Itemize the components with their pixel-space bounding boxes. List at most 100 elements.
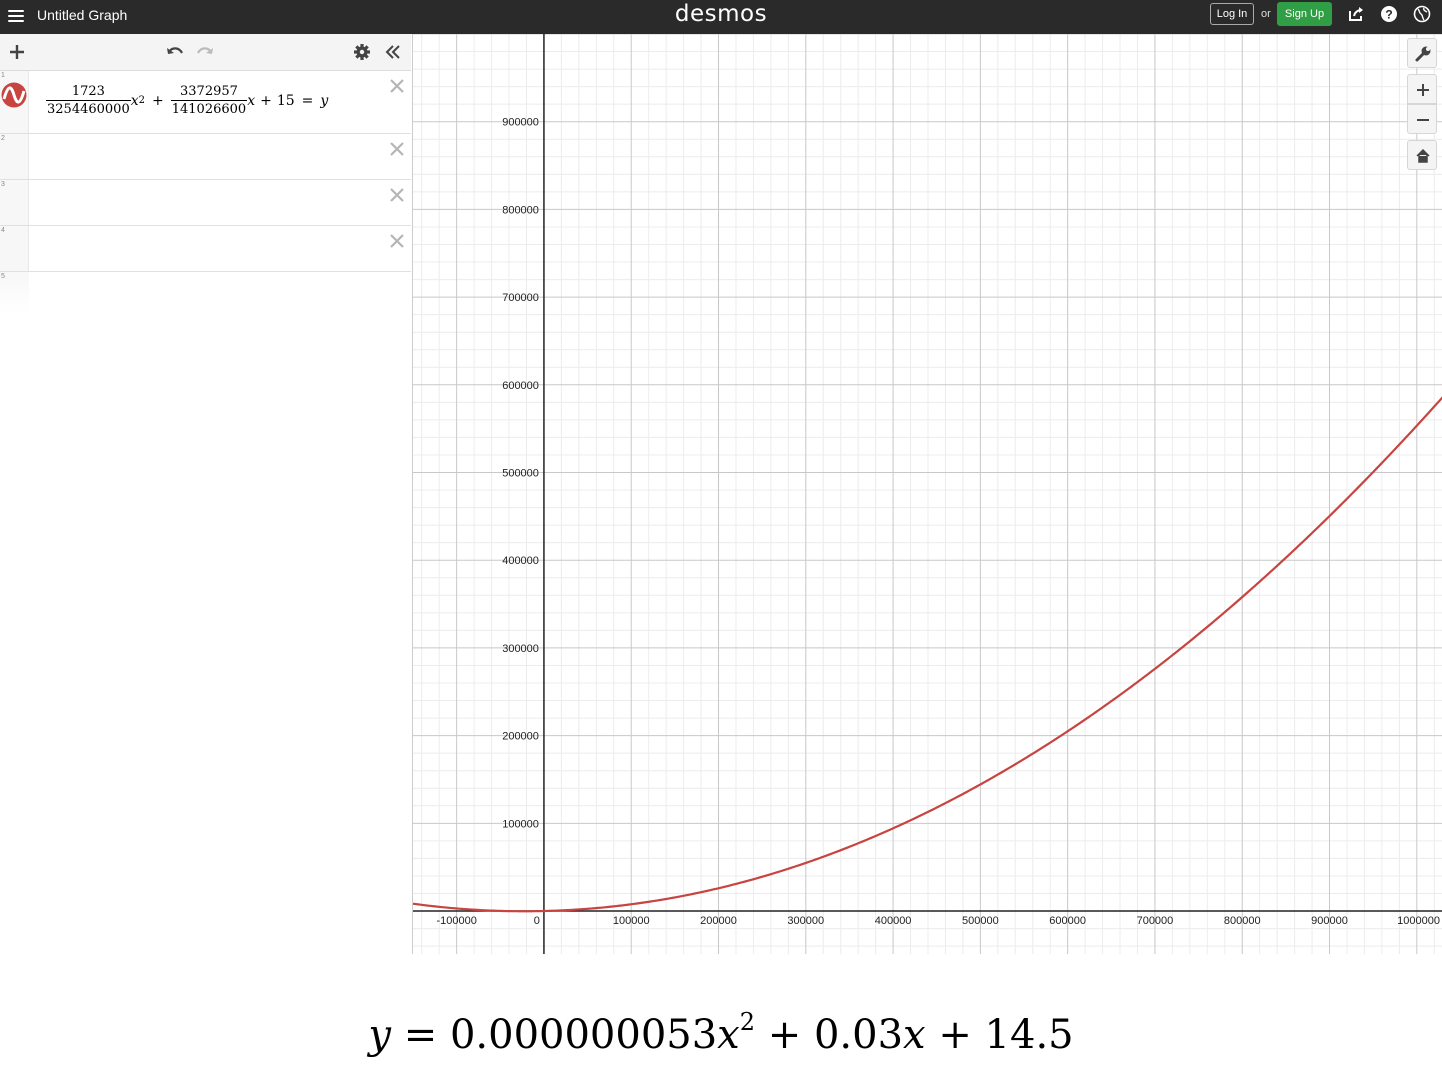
x-tick-label: 300000 [787, 915, 824, 927]
expression-toolbar [0, 34, 411, 71]
home-icon [1416, 148, 1430, 163]
variable-x: x [247, 92, 256, 109]
delete-expression-icon[interactable] [388, 77, 406, 95]
caption-plus: + [767, 1012, 802, 1058]
x-tick-label: 500000 [962, 915, 999, 927]
caption-x: x [903, 1012, 926, 1058]
wrench-icon [1415, 46, 1431, 62]
caption-coef-a: 0.000000053 [449, 1012, 718, 1058]
help-icon[interactable]: ? [1380, 5, 1398, 23]
delete-expression-icon[interactable] [388, 186, 406, 204]
equals-sign: = [301, 92, 314, 109]
y-tick-label: 300000 [502, 643, 539, 655]
y-tick-label: 800000 [502, 204, 539, 216]
exponent: 2 [138, 95, 145, 106]
curves [413, 396, 1442, 913]
expression-math[interactable]: 1723 3254460000 x 2 + 3372957 141026600 … [46, 84, 328, 117]
x-tick-label: 400000 [875, 915, 912, 927]
constant-term: 15 [276, 92, 295, 109]
graph-title[interactable]: Untitled Graph [37, 7, 128, 23]
x-tick-label: 100000 [613, 915, 650, 927]
y-tick-label: 600000 [502, 380, 539, 392]
equation-caption: y = 0.000000053x2 + 0.03x + 14.5 [0, 1008, 1442, 1058]
caption-equals: = [403, 1012, 438, 1058]
expression-list: 1 1723 3254460000 x 2 + 3372957 14102660… [0, 71, 411, 312]
plus-icon [1417, 84, 1429, 96]
fraction-1-denominator: 3254460000 [46, 100, 131, 117]
minor-gridlines [413, 34, 1442, 954]
expression-number: 3 [1, 181, 5, 188]
x-tick-label: 200000 [700, 915, 737, 927]
variable-x: x [130, 92, 139, 109]
login-button[interactable]: Log In [1210, 3, 1254, 25]
zoom-out-button[interactable] [1407, 104, 1437, 134]
tick-labels: -100000 0 100000 200000 300000 400000 500000 60… [436, 117, 1440, 927]
graph-paper[interactable]: -100000 0 100000 200000 300000 400000 500000 60… [412, 34, 1442, 954]
signup-button[interactable]: Sign Up [1277, 2, 1332, 26]
y-tick-label: 200000 [502, 731, 539, 743]
undo-icon[interactable] [165, 42, 185, 62]
graph-color-icon[interactable] [1, 82, 27, 108]
y-tick-label: 900000 [502, 117, 539, 129]
x-tick-label: 0 [534, 915, 540, 927]
x-tick-label: 700000 [1137, 915, 1174, 927]
expression-number: 1 [1, 72, 5, 79]
expression-gutter: 2 [0, 134, 29, 179]
collapse-panel-icon[interactable] [384, 42, 402, 62]
caption-y: y [368, 1012, 391, 1058]
expression-row[interactable]: 4 [0, 226, 411, 272]
caption-coef-b: 0.03 [813, 1012, 904, 1058]
y-tick-label: 700000 [502, 292, 539, 304]
quadratic-curve [413, 396, 1442, 913]
or-label: or [1261, 8, 1271, 20]
expression-row[interactable]: 1 1723 3254460000 x 2 + 3372957 14102660… [0, 71, 411, 134]
variable-y: y [320, 92, 329, 109]
plus-sign: + [152, 92, 164, 109]
expression-gutter: 4 [0, 226, 29, 271]
x-tick-label: 1000000 [1397, 915, 1440, 927]
x-tick-label: -100000 [436, 915, 476, 927]
fraction-2: 3372957 141026600 [170, 84, 248, 117]
default-viewport-button[interactable] [1407, 140, 1437, 170]
graph-canvas[interactable]: -100000 0 100000 200000 300000 400000 500000 60… [413, 34, 1442, 954]
expression-gutter: 3 [0, 180, 29, 225]
y-tick-label: 400000 [502, 555, 539, 567]
settings-gear-icon[interactable] [353, 42, 371, 62]
y-tick-label: 100000 [502, 818, 539, 830]
expression-gutter: 1 [0, 71, 29, 133]
caption-coef-c: 14.5 [984, 1012, 1074, 1058]
expression-number: 5 [1, 273, 5, 280]
expression-number: 2 [1, 135, 5, 142]
minus-icon [1417, 119, 1429, 121]
redo-icon[interactable] [195, 42, 215, 62]
axes [413, 34, 1442, 954]
delete-expression-icon[interactable] [388, 140, 406, 158]
major-gridlines [413, 34, 1442, 954]
graph-settings-button[interactable] [1407, 38, 1437, 68]
plus-sign: + [260, 92, 272, 109]
globe-icon[interactable] [1413, 5, 1431, 23]
expression-row[interactable]: 3 [0, 180, 411, 226]
expression-row[interactable]: 5 [0, 272, 411, 312]
expression-gutter: 5 [0, 272, 29, 312]
caption-plus: + [938, 1012, 972, 1058]
delete-expression-icon[interactable] [388, 232, 406, 250]
fraction-2-numerator: 3372957 [180, 84, 238, 99]
y-tick-label: 500000 [502, 468, 539, 480]
fraction-2-denominator: 141026600 [170, 100, 248, 117]
top-bar: Untitled Graph desmos Log In or Sign Up … [0, 0, 1442, 34]
x-tick-label: 600000 [1049, 915, 1086, 927]
add-expression-icon[interactable] [8, 42, 26, 62]
share-icon[interactable] [1347, 5, 1365, 23]
x-tick-label: 900000 [1311, 915, 1348, 927]
x-tick-label: 800000 [1224, 915, 1261, 927]
expression-row[interactable]: 2 [0, 134, 411, 180]
menu-icon[interactable] [8, 7, 24, 27]
zoom-in-button[interactable] [1407, 74, 1437, 104]
fraction-1-numerator: 1723 [71, 84, 105, 99]
expression-panel: 1 1723 3254460000 x 2 + 3372957 14102660… [0, 34, 412, 314]
fraction-1: 1723 3254460000 [46, 84, 131, 117]
expression-number: 4 [1, 227, 5, 234]
caption-x: x [717, 1012, 740, 1058]
caption-exponent: 2 [739, 1008, 756, 1036]
